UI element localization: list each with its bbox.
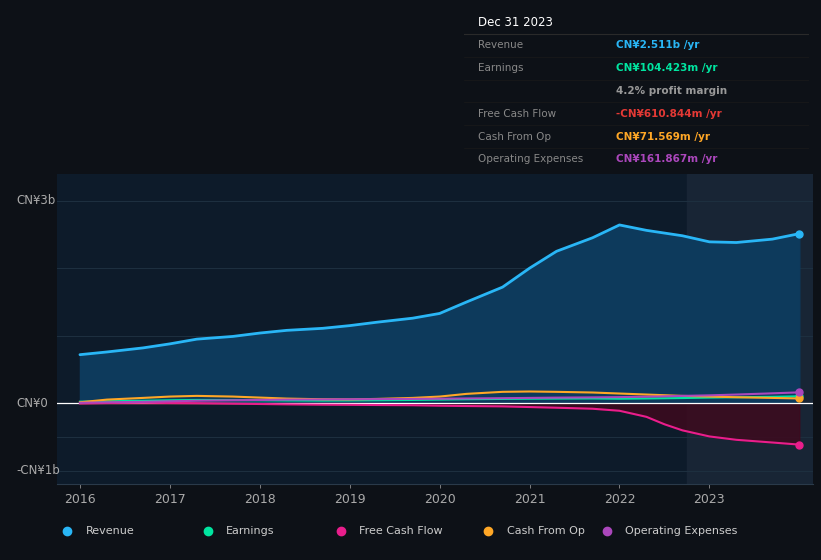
- Text: Operating Expenses: Operating Expenses: [626, 526, 737, 535]
- Text: Cash From Op: Cash From Op: [478, 132, 551, 142]
- Text: Earnings: Earnings: [478, 63, 523, 73]
- Text: Revenue: Revenue: [86, 526, 135, 535]
- Text: Earnings: Earnings: [227, 526, 275, 535]
- Text: Free Cash Flow: Free Cash Flow: [360, 526, 443, 535]
- Text: Cash From Op: Cash From Op: [507, 526, 585, 535]
- Bar: [687, 174, 813, 484]
- Text: -CN¥1b: -CN¥1b: [16, 464, 60, 477]
- Text: CN¥104.423m /yr: CN¥104.423m /yr: [616, 63, 717, 73]
- Text: CN¥71.569m /yr: CN¥71.569m /yr: [616, 132, 709, 142]
- Text: -CN¥610.844m /yr: -CN¥610.844m /yr: [616, 109, 722, 119]
- Text: Free Cash Flow: Free Cash Flow: [478, 109, 556, 119]
- Text: CN¥3b: CN¥3b: [16, 194, 55, 207]
- Text: CN¥0: CN¥0: [16, 397, 48, 410]
- Text: Operating Expenses: Operating Expenses: [478, 155, 583, 165]
- Text: Revenue: Revenue: [478, 40, 523, 50]
- Text: CN¥2.511b /yr: CN¥2.511b /yr: [616, 40, 699, 50]
- Text: 4.2% profit margin: 4.2% profit margin: [616, 86, 727, 96]
- Text: CN¥161.867m /yr: CN¥161.867m /yr: [616, 155, 717, 165]
- Text: Dec 31 2023: Dec 31 2023: [478, 16, 553, 29]
